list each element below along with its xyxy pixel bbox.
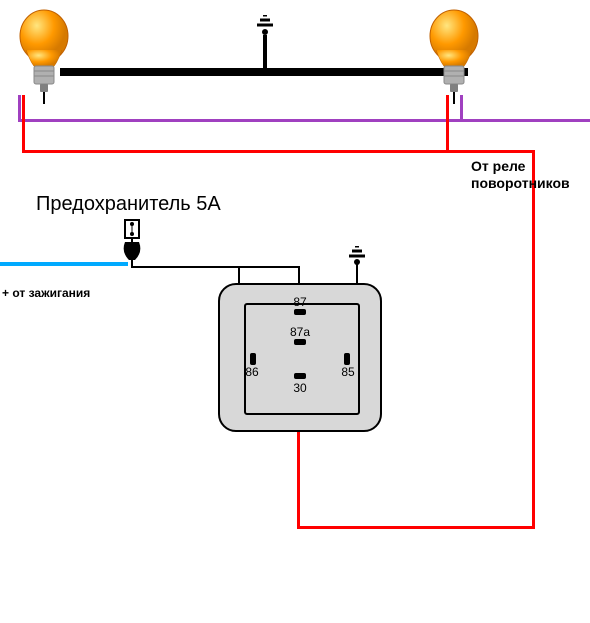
wire-black-h2 [238,266,300,268]
pin-87a: 87a [286,325,314,339]
wiring-diagram: От реле поворотников Предохранитель 5А +… [0,0,590,623]
wire-red-2 [22,150,448,153]
wire-black-fuse-h [132,266,240,268]
wire-cyan [0,262,128,266]
wire-red-5 [532,150,535,528]
label-turn-relay-1: От реле [471,158,525,174]
pin-86: 86 [240,365,264,379]
wire-purple-right-drop [460,95,463,121]
bulb-right [424,8,472,98]
label-fuse: Предохранитель 5А [36,193,221,216]
pin-30: 30 [288,381,312,395]
pin-87: 87 [288,295,312,309]
ground-relay [349,246,365,279]
pin-85: 85 [336,365,360,379]
wire-purple-horiz [18,119,590,122]
wire-red-6 [297,526,535,529]
bus-bar [60,68,468,76]
wire-black-fuse-v0 [131,258,133,268]
bulb-left [14,8,62,98]
wire-red-3 [446,95,449,152]
ground-top [257,15,273,76]
wire-red-4 [446,150,534,153]
wire-purple-left-drop [18,95,21,121]
wire-red-1 [22,95,25,152]
relay: 87 87a 86 85 30 [218,283,382,432]
label-turn-relay-2: поворотников [471,175,570,191]
label-ignition: + от зажигания [2,286,90,300]
